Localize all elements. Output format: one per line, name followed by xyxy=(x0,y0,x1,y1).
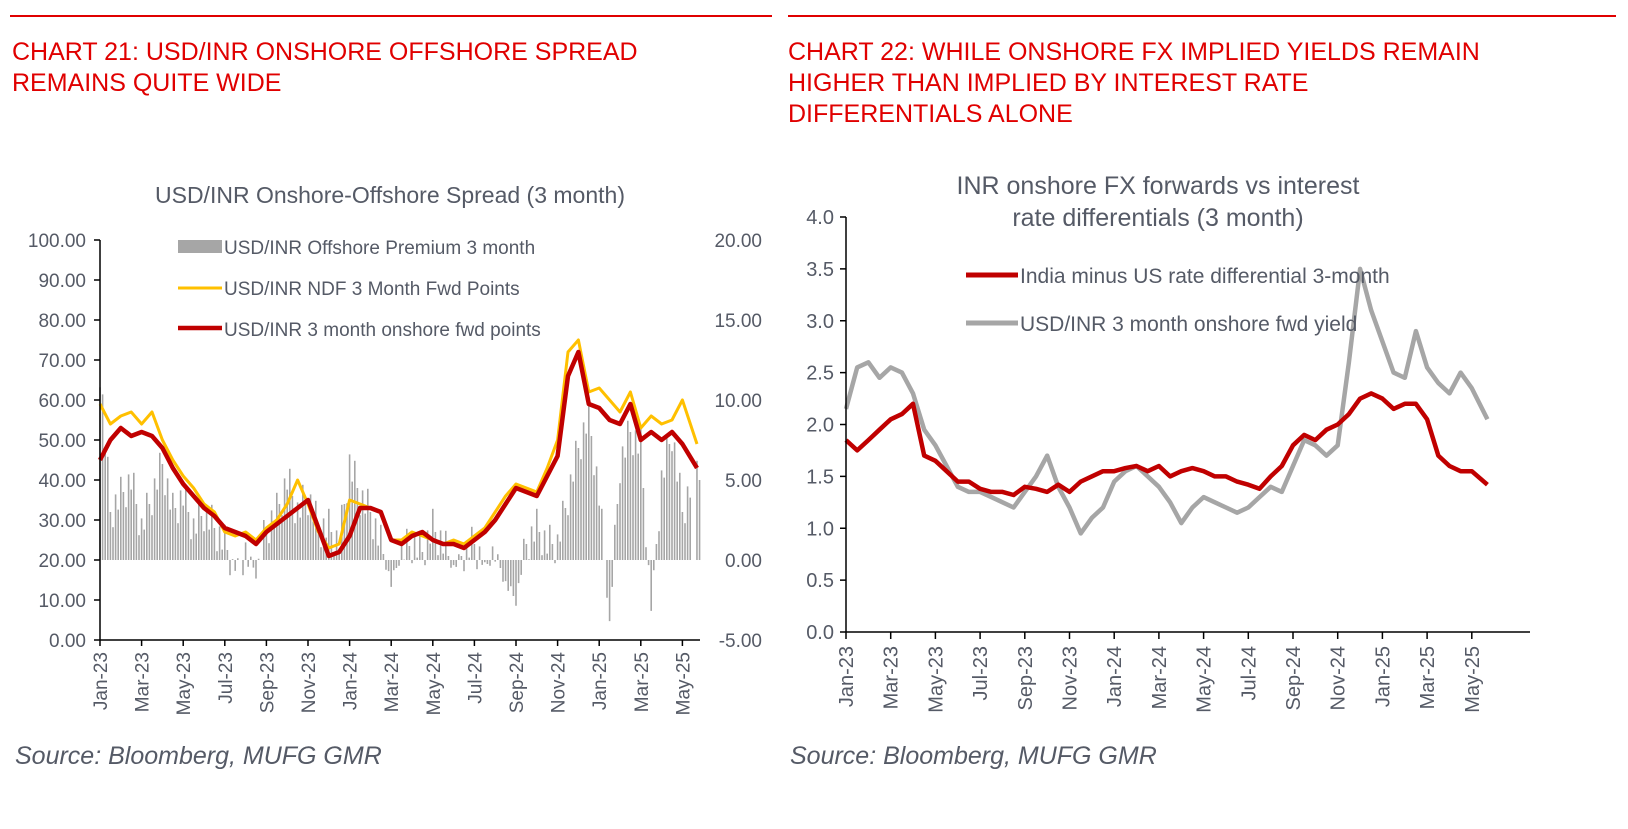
x-tick-label: Sep-24 xyxy=(507,652,528,714)
y-tick-label: 60.00 xyxy=(38,391,86,412)
x-tick-label: Jan-25 xyxy=(590,652,611,710)
chart21-axes: 0.00 10.00 20.00 30.00 40.00 50.00 60.00 70.00 8… xyxy=(28,231,762,715)
chart22-axes: 0.0 0.5 1.0 1.5 2.0 2.5 3.0 3.5 4.0 Jan-23 Mar-23 M… xyxy=(806,207,1530,713)
y-tick-label: 3.0 xyxy=(806,311,834,333)
legend-label-rate-differential: India minus US rate differential 3-month xyxy=(1020,265,1390,288)
y-tick-label: 30.00 xyxy=(38,511,86,532)
chart22-title-line1: INR onshore FX forwards vs interest xyxy=(957,172,1360,200)
chart22-heading-line1: CHART 22: WHILE ONSHORE FX IMPLIED YIELD… xyxy=(788,38,1480,66)
x-tick-label: Sep-23 xyxy=(257,652,278,713)
x-tick-label: Mar-24 xyxy=(1149,646,1171,709)
chart21-plot: USD/INR Onshore-Offshore Spread (3 month… xyxy=(28,182,762,715)
legend-label-onshore: USD/INR 3 month onshore fwd points xyxy=(224,320,541,341)
y-tick-label: 0.5 xyxy=(806,570,834,592)
chart21-heading-line2: REMAINS QUITE WIDE xyxy=(12,69,282,97)
chart21-legend: USD/INR Offshore Premium 3 month USD/INR… xyxy=(178,238,541,341)
y2-tick-label: 15.00 xyxy=(714,311,762,332)
x-tick-label: Nov-24 xyxy=(1328,646,1350,710)
onshore-fwd-points-line xyxy=(98,349,699,559)
x-tick-label: May-24 xyxy=(424,652,445,716)
x-tick-label: Mar-25 xyxy=(632,652,653,712)
y-tick-label: 100.00 xyxy=(28,231,86,252)
chart22-heading-line3: DIFFERENTIALS ALONE xyxy=(788,100,1073,128)
chart22-heading-line2: HIGHER THAN IMPLIED BY INTEREST RATE xyxy=(788,69,1309,97)
chart22-plot: INR onshore FX forwards vs interest rate… xyxy=(806,172,1530,713)
x-tick-label: Mar-23 xyxy=(133,652,154,712)
chart21-heading-line1: CHART 21: USD/INR ONSHORE OFFSHORE SPREA… xyxy=(12,38,638,66)
y-tick-label: 80.00 xyxy=(38,311,86,332)
chart22-title-line2: rate differentials (3 month) xyxy=(1012,204,1303,232)
x-tick-label: May-25 xyxy=(673,652,694,715)
left-top-rule xyxy=(10,15,772,17)
legend-label-ndf: USD/INR NDF 3 Month Fwd Points xyxy=(224,279,520,300)
y-tick-label: 90.00 xyxy=(38,271,86,292)
rate-differential-line xyxy=(844,391,1489,498)
x-tick-label: May-25 xyxy=(1462,646,1484,713)
y-tick-label: 1.0 xyxy=(806,518,834,540)
chart22-legend: India minus US rate differential 3-month… xyxy=(966,265,1390,336)
y-tick-label: 2.5 xyxy=(806,363,834,385)
x-tick-label: Jul-23 xyxy=(216,652,237,704)
x-tick-label: Jan-24 xyxy=(341,652,362,711)
chart22-source: Source: Bloomberg, MUFG GMR xyxy=(790,742,1157,770)
y-tick-label: 2.0 xyxy=(806,415,834,437)
x-tick-label: Jan-23 xyxy=(91,652,112,710)
x-tick-label: Jul-24 xyxy=(465,652,486,704)
x-tick-label: Nov-24 xyxy=(549,652,570,714)
legend-label-offshore-premium: USD/INR Offshore Premium 3 month xyxy=(224,238,535,259)
x-tick-label: Sep-23 xyxy=(1015,646,1037,711)
chart21-bars xyxy=(99,387,701,622)
y-tick-label: 0.0 xyxy=(806,622,834,644)
legend-label-fwd-yield: USD/INR 3 month onshore fwd yield xyxy=(1020,313,1357,336)
y2-tick-label: 20.00 xyxy=(714,231,762,252)
x-tick-label: May-23 xyxy=(174,652,195,715)
x-tick-label: Jul-24 xyxy=(1238,646,1260,700)
y-tick-label: 40.00 xyxy=(38,471,86,492)
x-tick-label: Jan-25 xyxy=(1372,646,1394,707)
chart22-heading: CHART 22: WHILE ONSHORE FX IMPLIED YIELD… xyxy=(788,37,1480,130)
x-tick-label: Jul-23 xyxy=(970,646,992,700)
y-tick-label: 10.00 xyxy=(38,591,86,612)
x-tick-label: May-24 xyxy=(1194,646,1216,713)
y2-tick-label: 0.00 xyxy=(725,551,762,572)
x-tick-label: Jan-23 xyxy=(836,646,858,707)
y2-tick-label: -5.00 xyxy=(719,631,762,652)
y-tick-label: 3.5 xyxy=(806,259,834,281)
x-tick-label: Nov-23 xyxy=(1060,646,1082,710)
chart21-title: USD/INR Onshore-Offshore Spread (3 month… xyxy=(155,182,625,208)
y2-tick-label: 5.00 xyxy=(725,471,762,492)
x-tick-label: May-23 xyxy=(925,646,947,713)
x-tick-label: Mar-24 xyxy=(382,652,403,713)
y2-tick-label: 10.00 xyxy=(714,391,762,412)
chart21-source: Source: Bloomberg, MUFG GMR xyxy=(15,742,382,770)
x-tick-label: Nov-23 xyxy=(299,652,320,713)
y-tick-label: 20.00 xyxy=(38,551,86,572)
y-tick-label: 50.00 xyxy=(38,431,86,452)
x-tick-label: Sep-24 xyxy=(1283,646,1305,711)
y-tick-label: 0.00 xyxy=(49,631,86,652)
y-tick-label: 1.5 xyxy=(806,466,834,488)
right-top-rule xyxy=(788,15,1616,17)
chart21-lines xyxy=(98,338,699,559)
legend-swatch-offshore-premium xyxy=(178,240,222,253)
x-tick-label: Mar-23 xyxy=(881,646,903,709)
y-tick-label: 70.00 xyxy=(38,351,86,372)
y-tick-label: 4.0 xyxy=(806,207,834,229)
chart22-lines xyxy=(843,266,1490,536)
x-tick-label: Mar-25 xyxy=(1417,646,1439,709)
chart21-heading: CHART 21: USD/INR ONSHORE OFFSHORE SPREA… xyxy=(12,37,638,99)
x-tick-label: Jan-24 xyxy=(1104,646,1126,707)
fwd-yield-line xyxy=(843,266,1490,536)
